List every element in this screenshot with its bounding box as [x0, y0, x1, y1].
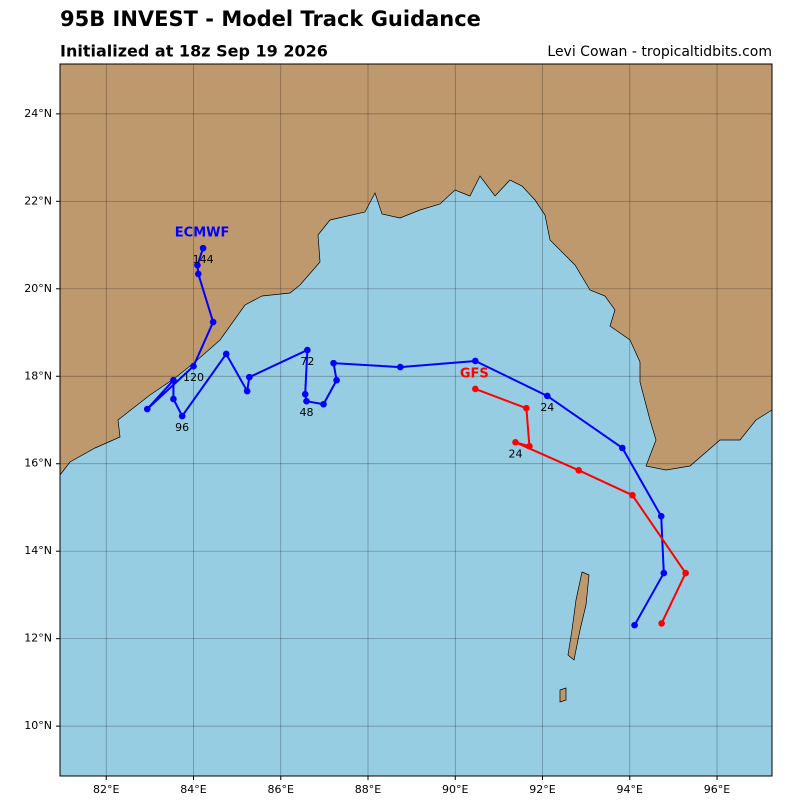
- track-point: [301, 390, 309, 398]
- track-point: [170, 376, 177, 384]
- track-point: [199, 244, 207, 252]
- track-point: [631, 621, 638, 629]
- x-tick-label: 90°E: [442, 783, 468, 796]
- track-point: [575, 466, 583, 474]
- plot-frame: [59, 63, 773, 777]
- y-tick-label: 18°N: [24, 369, 52, 382]
- track-line: [474, 388, 687, 624]
- track-point: [190, 362, 197, 370]
- track-point: [304, 346, 311, 354]
- track-point: [657, 512, 665, 520]
- track-point: [396, 363, 404, 371]
- track-point: [194, 261, 201, 269]
- credit: Levi Cowan - tropicaltidbits.com: [547, 44, 772, 60]
- track-point: [526, 442, 533, 450]
- track-point: [330, 359, 337, 367]
- track-point: [170, 395, 177, 403]
- track-point: [660, 569, 668, 577]
- tracks: 24 48 72 96 120 144 ECMWF 24 GFS: [143, 226, 689, 629]
- map-background: [60, 64, 772, 776]
- track-point: [472, 385, 479, 393]
- track-point: [333, 376, 340, 384]
- track-point: [512, 439, 519, 446]
- y-tick-label: 12°N: [24, 632, 52, 645]
- x-tick-label: 86°E: [268, 783, 294, 796]
- grid: [60, 64, 772, 776]
- track-point: [194, 270, 202, 278]
- track-point: [209, 318, 217, 326]
- track-point: [246, 373, 253, 381]
- hour-label: 24: [508, 447, 522, 460]
- model-label: ECMWF: [175, 226, 230, 241]
- track-point: [472, 357, 479, 365]
- track-point: [243, 387, 251, 395]
- x-tick-label: 92°E: [529, 783, 555, 796]
- y-tick-label: 16°N: [24, 457, 52, 470]
- model-label: GFS: [460, 366, 489, 381]
- track-point: [178, 412, 186, 420]
- track-point: [320, 400, 327, 408]
- y-tick-label: 22°N: [24, 194, 52, 207]
- chart-title: 95B INVEST - Model Track Guidance: [60, 7, 481, 31]
- track-point: [523, 404, 530, 412]
- x-tick-label: 84°E: [180, 783, 206, 796]
- island: [559, 687, 567, 703]
- x-tick-label: 96°E: [704, 783, 730, 796]
- hour-label: 144: [193, 253, 214, 266]
- y-tick-label: 14°N: [24, 544, 52, 557]
- track-point: [619, 444, 626, 452]
- island: [567, 571, 590, 661]
- hour-label: 24: [540, 401, 554, 414]
- x-tick-label: 88°E: [355, 783, 381, 796]
- x-tick-label: 82°E: [93, 783, 119, 796]
- track-point: [544, 392, 551, 400]
- track-point: [658, 620, 665, 627]
- track-point: [222, 350, 230, 358]
- y-tick-label: 24°N: [24, 107, 52, 120]
- x-tick-label: 94°E: [617, 783, 643, 796]
- chart-subtitle: Initialized at 18z Sep 19 2026: [60, 42, 328, 61]
- hour-label: 96: [175, 421, 189, 434]
- hour-label: 72: [300, 355, 314, 368]
- track-point: [682, 569, 689, 577]
- sea: [60, 175, 772, 776]
- y-tick-label: 10°N: [24, 719, 52, 732]
- track-point: [629, 491, 636, 499]
- hour-label: 120: [183, 371, 204, 384]
- y-tick-label: 20°N: [24, 282, 52, 295]
- hour-label: 48: [299, 406, 313, 419]
- track-point: [143, 405, 151, 413]
- track-point: [303, 397, 310, 405]
